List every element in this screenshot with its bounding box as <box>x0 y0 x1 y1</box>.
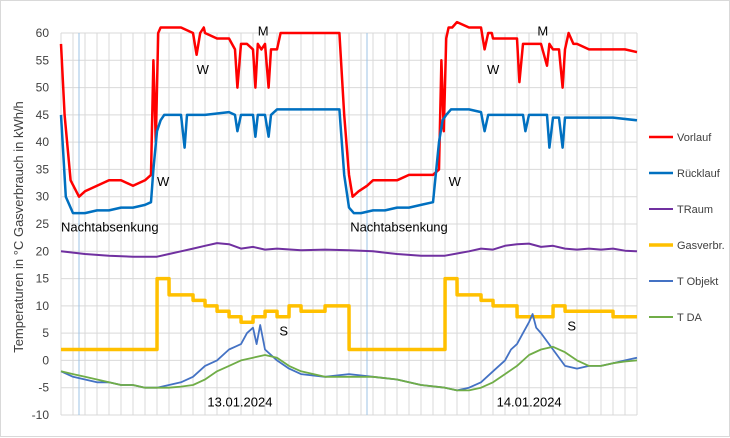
series-line-vorlauf <box>59 20 638 198</box>
annotation-label: 14.01.2024 <box>497 394 562 409</box>
y-tick-label: 5 <box>42 326 49 340</box>
annotation-label: W <box>449 174 462 189</box>
y-tick-label: 50 <box>36 81 50 95</box>
series-line-r-cklauf <box>59 108 638 215</box>
y-tick-label: 60 <box>36 26 50 40</box>
y-tick-label: 40 <box>36 135 50 149</box>
annotation-label: W <box>487 62 500 77</box>
annotation-label: W <box>157 174 170 189</box>
series-line-t-da <box>60 345 638 392</box>
series-lines <box>59 20 638 392</box>
annotation-label: Nachtabsenkung <box>61 220 159 235</box>
legend-label: Vorlauf <box>677 132 712 144</box>
series-line-gasverbr- <box>61 276 637 352</box>
y-tick-label: 45 <box>36 108 50 122</box>
y-tick-label: -5 <box>38 381 49 395</box>
vertical-markers <box>78 33 368 415</box>
y-tick-labels: -10 -5 0 5 10 15 20 25 30 35 40 45 50 55 60 <box>32 26 50 422</box>
y-tick-label: 30 <box>36 190 50 204</box>
legend-label: Gasverbr. <box>677 240 725 252</box>
series-line-traum <box>60 242 638 258</box>
annotation-label: S <box>567 318 576 333</box>
annotations: W M W Nachtabsenkung S 13.01.2024 W M W Nachtabse… <box>61 24 576 410</box>
y-tick-label: 15 <box>36 272 50 286</box>
annotation-label: M <box>537 24 548 39</box>
legend-label: T Objekt <box>677 276 718 288</box>
y-tick-label: 35 <box>36 162 50 176</box>
legend: Vorlauf Rücklauf TRaum Gasverbr. T Objekt T D… <box>649 132 725 324</box>
annotation-label: S <box>279 323 288 338</box>
y-tick-label: 20 <box>36 244 50 258</box>
y-tick-label: 25 <box>36 217 50 231</box>
annotation-label: M <box>258 24 269 39</box>
legend-label: TRaum <box>677 204 713 216</box>
y-axis-title: Temperaturen in °C Gasverbrauch in kWh/h <box>11 101 26 353</box>
annotation-label: W <box>197 62 210 77</box>
legend-label: T DA <box>677 312 703 324</box>
y-tick-label: 55 <box>36 53 50 67</box>
legend-label: Rücklauf <box>677 168 721 180</box>
y-tick-label: -10 <box>32 408 50 422</box>
annotation-label: 13.01.2024 <box>207 394 272 409</box>
annotation-label: Nachtabsenkung <box>350 220 448 235</box>
y-tick-label: 10 <box>36 299 50 313</box>
y-tick-label: 0 <box>42 353 49 367</box>
